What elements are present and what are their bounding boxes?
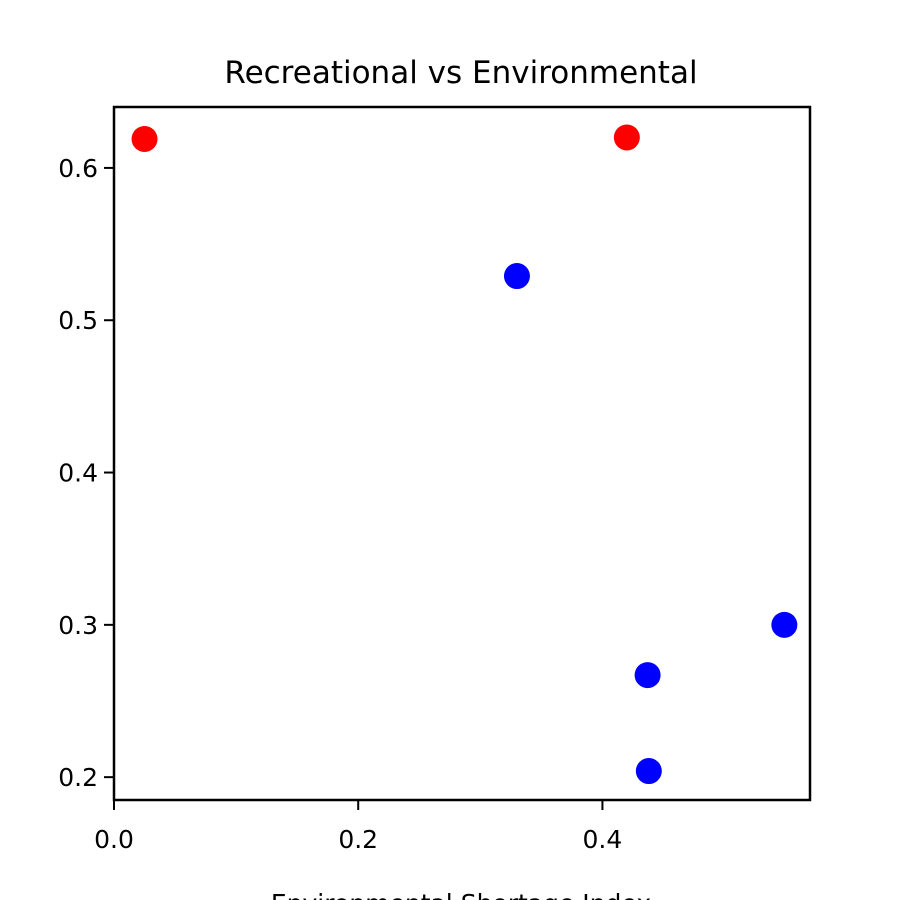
y-tick-label: 0.4 — [58, 459, 98, 488]
y-axis: 0.2 0.3 0.4 0.5 0.6 — [58, 154, 114, 792]
scatter-point — [634, 662, 661, 689]
x-tick-label: 0.4 — [583, 825, 623, 854]
scatter-point — [613, 124, 640, 151]
plot-frame — [112, 105, 812, 802]
scatter-point — [131, 125, 158, 152]
data-points — [131, 124, 798, 785]
scatter-point — [635, 758, 662, 785]
x-tick-label: 0.2 — [338, 825, 378, 854]
x-axis: 0.0 0.2 0.4 — [94, 800, 622, 854]
x-axis-label: Environmental Shortage Index — [271, 889, 651, 900]
scatter-point — [503, 263, 530, 290]
x-tick-label: 0.0 — [94, 825, 134, 854]
y-tick-label: 0.6 — [58, 154, 98, 183]
y-tick-label: 0.2 — [58, 763, 98, 792]
y-tick-label: 0.3 — [58, 611, 98, 640]
chart-title: Recreational vs Environmental — [224, 55, 697, 91]
plot-area — [112, 105, 812, 802]
y-tick-label: 0.5 — [58, 306, 98, 335]
scatter-point — [771, 611, 798, 638]
